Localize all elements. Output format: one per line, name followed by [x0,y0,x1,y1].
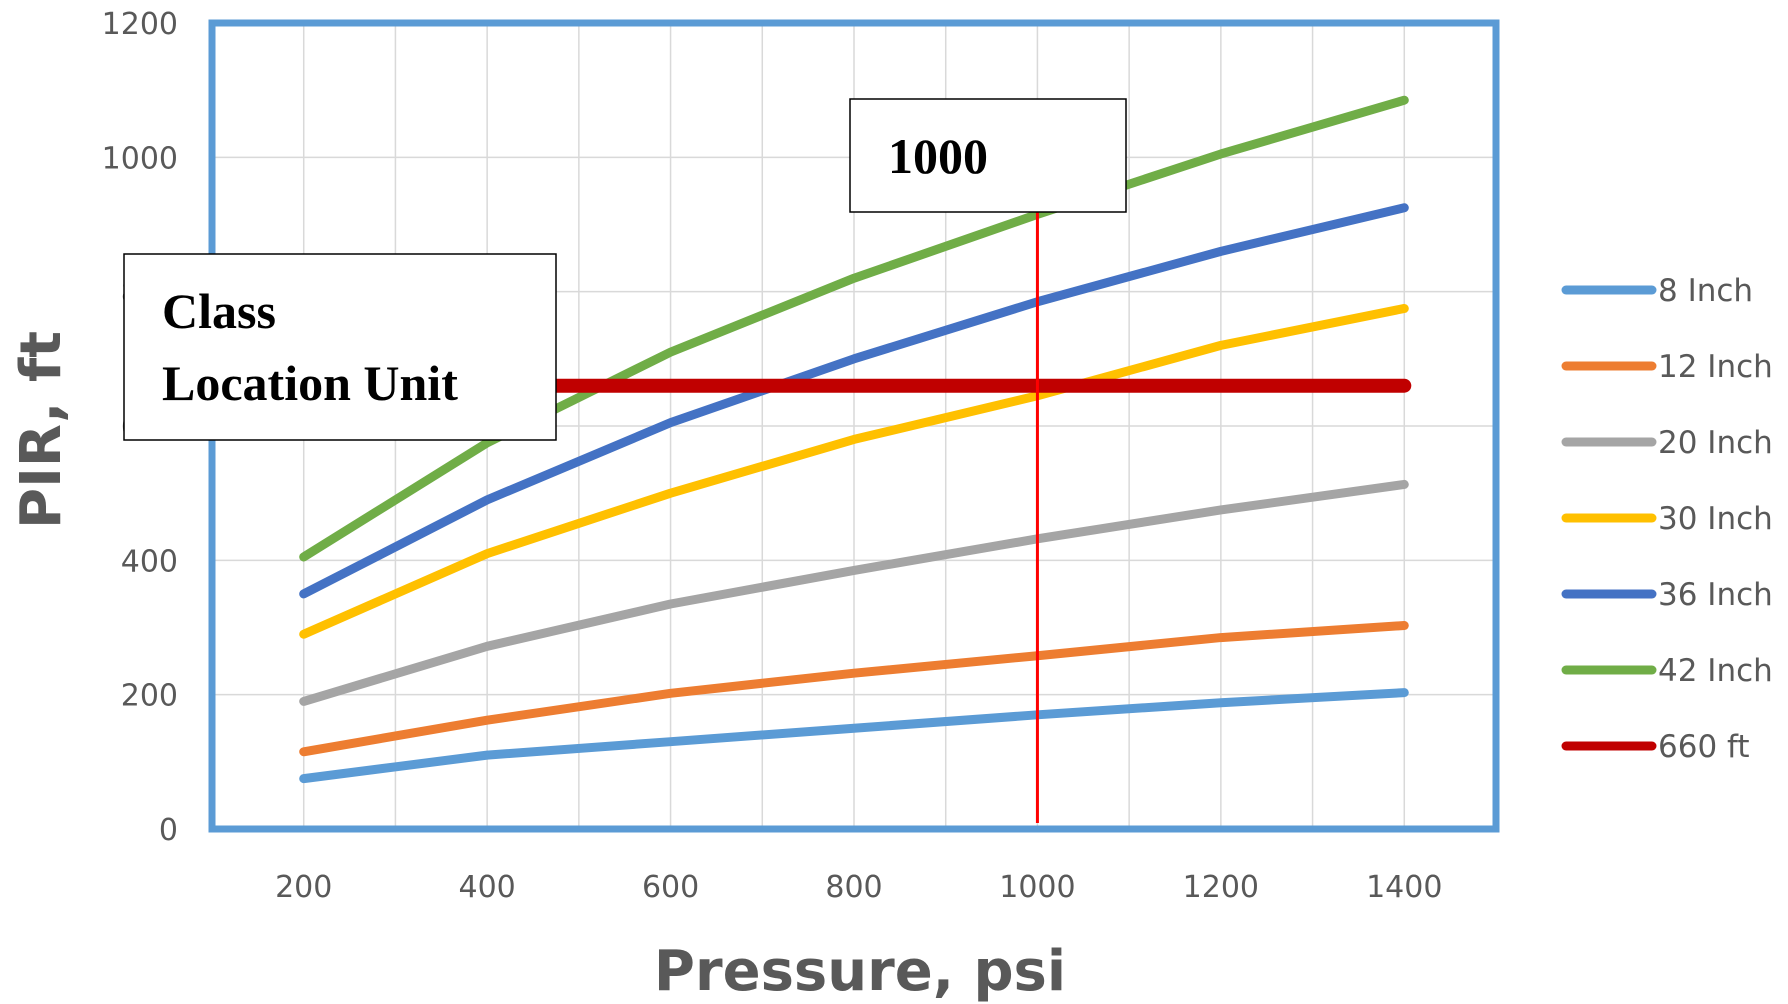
legend-label-30-inch: 30 Inch [1658,501,1773,537]
y-tick-label: 1200 [102,7,178,42]
pressure-annotation-text: 1000 [888,128,988,184]
series-line-12-inch [299,620,1409,757]
pressure-annotation-box [849,98,1127,213]
x-tick-label: 1000 [999,870,1075,905]
legend-label-8-inch: 8 Inch [1658,273,1753,309]
series-line-20-inch [299,479,1409,706]
x-tick-labels: 200 400 600 800 1000 1200 1400 [275,870,1442,905]
legend-label-20-inch: 20 Inch [1658,425,1773,461]
legend: 8 Inch 12 Inch 20 Inch 30 Inch 36 Inch 42 Inc… [1561,273,1773,765]
series-line-8-inch [299,688,1409,784]
y-tick-label: 400 [121,544,178,579]
class-location-annotation-box [123,253,557,441]
series-line-36-inch [299,203,1409,599]
y-tick-label: 0 [159,813,178,848]
legend-label-42-inch: 42 Inch [1658,653,1773,689]
legend-label-12-inch: 12 Inch [1658,349,1773,385]
x-tick-label: 1200 [1183,870,1259,905]
series-line-30-inch [299,303,1409,639]
class-location-line-2: Location Unit [162,355,458,411]
legend-label-36-inch: 36 Inch [1658,577,1773,613]
series-group [296,95,1412,784]
y-tick-label: 1000 [102,141,178,176]
series-line-42-inch [299,95,1409,562]
x-tick-label: 600 [642,870,699,905]
x-axis-title: Pressure, psi [654,939,1066,1004]
class-location-annotation: Class Location Unit [123,253,557,441]
class-location-line-1: Class [162,283,276,339]
x-tick-label: 800 [825,870,882,905]
pressure-annotation: 1000 [849,98,1127,213]
x-tick-label: 1400 [1366,870,1442,905]
x-tick-label: 200 [275,870,332,905]
y-tick-label: 200 [121,679,178,714]
y-axis-title: PIR, ft [9,331,74,529]
x-tick-label: 400 [459,870,516,905]
legend-label-660-ft: 660 ft [1658,729,1750,765]
